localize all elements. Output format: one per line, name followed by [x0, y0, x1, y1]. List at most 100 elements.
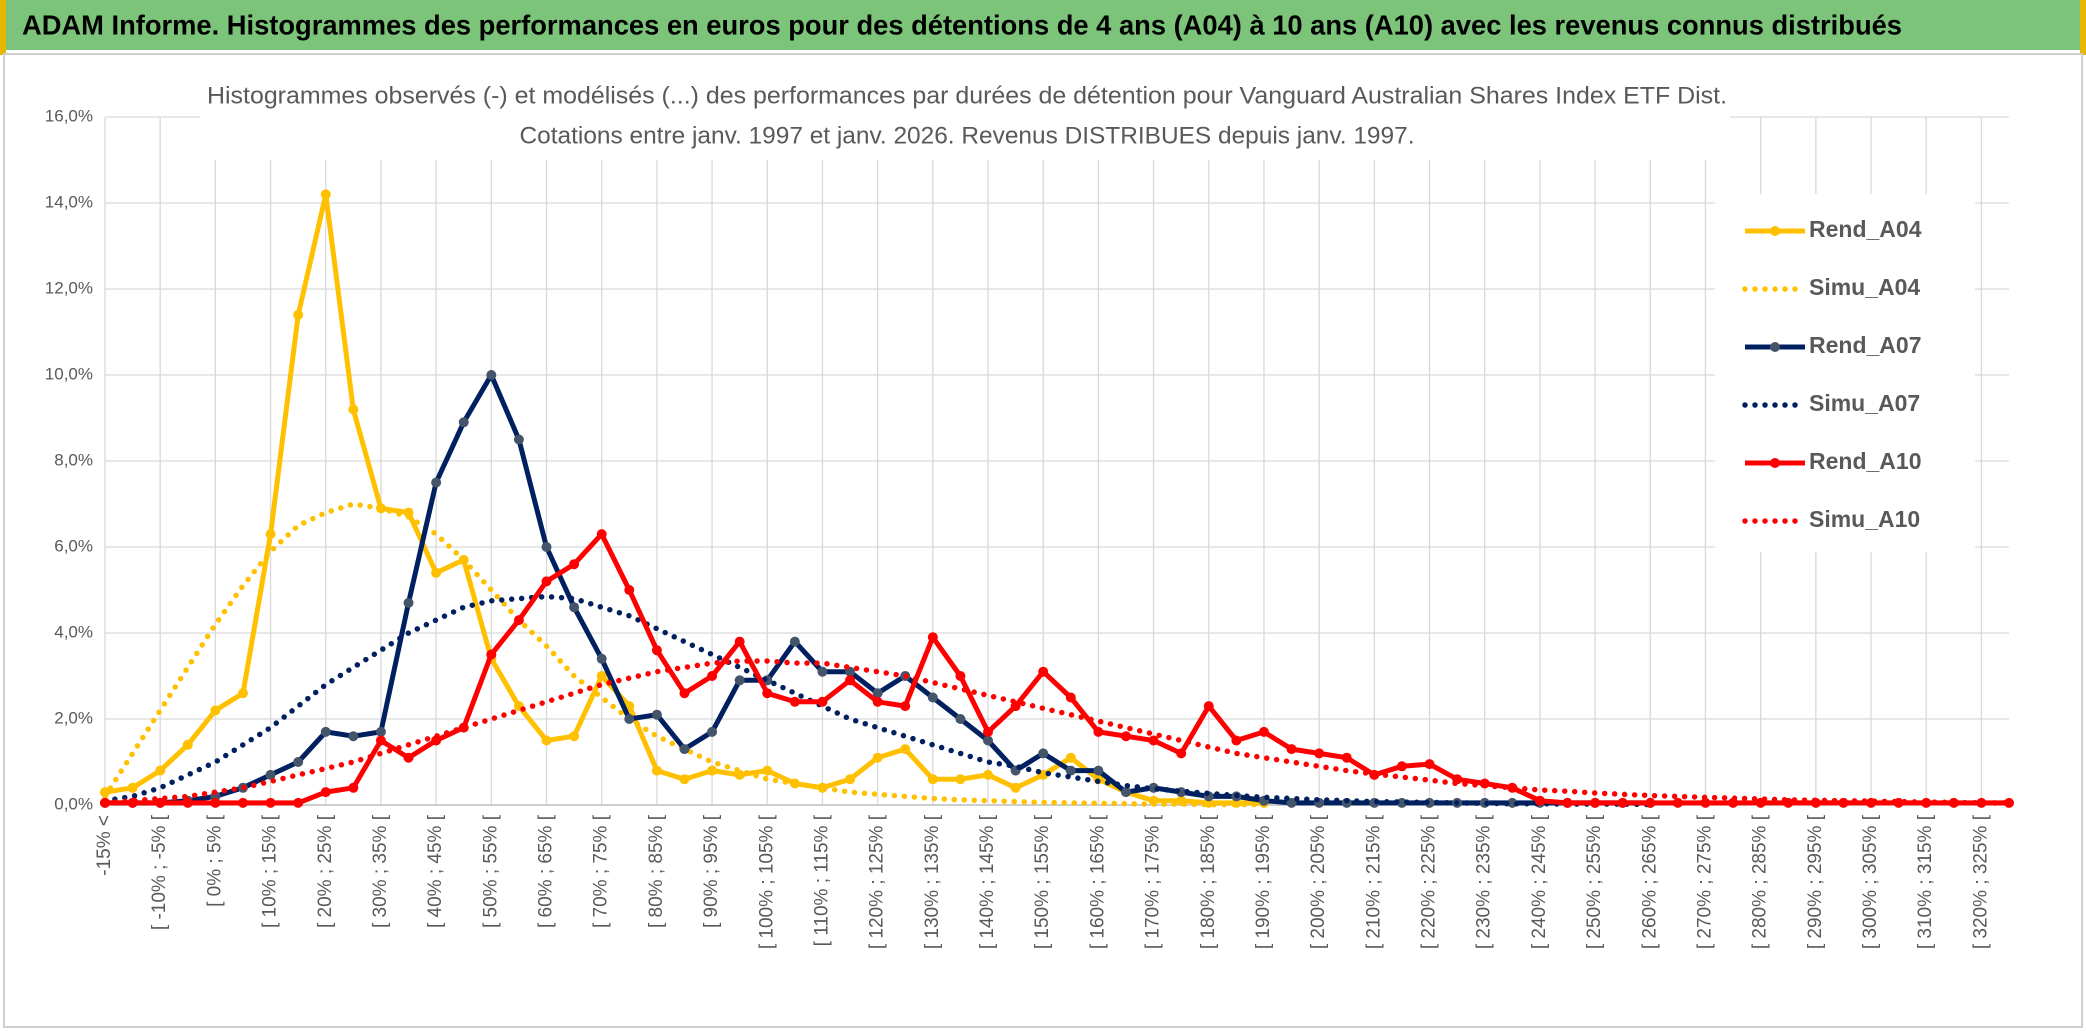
data-point — [927, 692, 938, 703]
x-tick-label: [ 270% ; 275% [ — [1694, 814, 1715, 949]
legend-marker — [1770, 458, 1780, 468]
y-tick-label: 12,0% — [45, 278, 93, 297]
data-point — [1645, 797, 1656, 808]
data-point — [927, 774, 938, 785]
data-point — [1314, 748, 1325, 759]
x-tick-label: [ 50% ; 55% [ — [480, 814, 501, 928]
x-tick-label: [ 260% ; 265% [ — [1639, 814, 1660, 949]
data-point — [375, 735, 386, 746]
x-tick-label: [ 20% ; 25% [ — [315, 814, 336, 928]
x-tick-label: [ 60% ; 65% [ — [536, 814, 557, 928]
x-tick-label: [ 250% ; 255% [ — [1584, 814, 1605, 949]
legend: Rend_A04 Simu_A04 Rend_A07 Simu_A07 Rend_A10… — [1715, 194, 1975, 552]
x-tick-label: [ 140% ; 145% [ — [977, 814, 998, 949]
x-tick-label: [ 320% ; 325% [ — [1970, 814, 1991, 949]
data-point — [900, 744, 911, 755]
chart-frame — [3, 53, 2083, 1028]
data-point — [927, 632, 938, 643]
data-point — [624, 714, 635, 724]
data-point — [872, 688, 883, 699]
x-tick-label: [ 240% ; 245% [ — [1529, 814, 1550, 949]
x-tick-label: [ 230% ; 235% [ — [1474, 814, 1495, 949]
data-point — [265, 797, 276, 808]
data-point — [596, 653, 607, 664]
y-tick-label: 14,0% — [45, 192, 93, 211]
data-point — [1396, 797, 1407, 808]
data-point — [955, 714, 966, 724]
data-point — [734, 675, 745, 686]
data-point — [1562, 797, 1573, 808]
data-point — [541, 542, 552, 552]
data-point — [845, 675, 856, 686]
data-point — [320, 189, 331, 200]
data-point — [900, 701, 911, 712]
data-point — [155, 797, 166, 808]
data-point — [1038, 666, 1049, 677]
x-tick-label: [ 110% ; 115% [ — [811, 814, 832, 946]
legend-label: Simu_A07 — [1809, 390, 1920, 416]
data-point — [651, 709, 662, 720]
data-point — [734, 636, 745, 647]
data-point — [375, 726, 386, 737]
x-tick-label: [ 80% ; 85% [ — [646, 814, 667, 928]
y-tick-label: 0,0% — [54, 794, 93, 813]
x-tick-label: [ 100% ; 105% [ — [756, 814, 777, 949]
x-tick-label: [ 210% ; 215% [ — [1363, 814, 1384, 949]
data-point — [789, 636, 800, 647]
legend-label: Rend_A07 — [1809, 332, 1921, 358]
data-point — [293, 757, 304, 767]
y-tick-label: 8,0% — [54, 450, 93, 469]
data-point — [569, 602, 580, 613]
data-point — [1093, 765, 1104, 776]
data-point — [2004, 797, 2014, 808]
data-point — [1286, 797, 1297, 808]
data-point — [403, 752, 414, 763]
banner-edge — [2080, 0, 2086, 55]
data-point — [458, 417, 469, 428]
data-point — [182, 739, 193, 750]
x-tick-label: [ 310% ; 315% [ — [1915, 814, 1936, 949]
x-tick-label: [ 200% ; 205% [ — [1308, 814, 1329, 949]
data-point — [348, 404, 359, 415]
data-point — [872, 752, 883, 763]
x-tick-label: [ 150% ; 155% [ — [1032, 814, 1053, 949]
data-point — [1010, 782, 1021, 793]
chart-title: Histogrammes observés (-) et modélisés (… — [207, 82, 1727, 109]
data-point — [596, 529, 607, 540]
legend-label: Rend_A10 — [1809, 448, 1921, 474]
data-point — [845, 774, 856, 785]
data-point — [817, 666, 828, 677]
data-point — [1231, 735, 1242, 746]
series-line — [105, 531, 2009, 806]
legend-label: Simu_A10 — [1809, 506, 1920, 532]
x-tick-label: [ 280% ; 285% [ — [1750, 814, 1771, 949]
x-tick-label: -15% < — [94, 815, 115, 876]
x-tick-label: [ 180% ; 185% [ — [1198, 814, 1219, 949]
legend-label: Simu_A04 — [1809, 274, 1920, 300]
data-point — [431, 567, 442, 578]
y-tick-label: 2,0% — [54, 708, 93, 727]
data-point — [155, 765, 166, 776]
y-tick-label: 4,0% — [54, 622, 93, 641]
data-point — [1341, 752, 1352, 763]
data-point — [1672, 797, 1683, 808]
data-point — [1590, 797, 1601, 808]
banner-title: ADAM Informe. Histogrammes des performan… — [22, 9, 1902, 40]
data-point — [541, 576, 552, 587]
data-point — [1258, 726, 1269, 737]
x-tick-label: [ 160% ; 165% [ — [1087, 814, 1108, 949]
y-tick-label: 6,0% — [54, 536, 93, 555]
data-point — [651, 765, 662, 776]
data-point — [486, 649, 497, 660]
data-point — [955, 671, 966, 681]
legend-label: Rend_A04 — [1809, 216, 1922, 242]
data-point — [1286, 744, 1297, 755]
data-point — [679, 688, 690, 699]
data-point — [182, 797, 193, 808]
data-point — [872, 696, 883, 707]
data-point — [431, 477, 442, 488]
title-box — [200, 78, 1730, 160]
data-point — [679, 774, 690, 785]
data-point — [513, 615, 524, 626]
